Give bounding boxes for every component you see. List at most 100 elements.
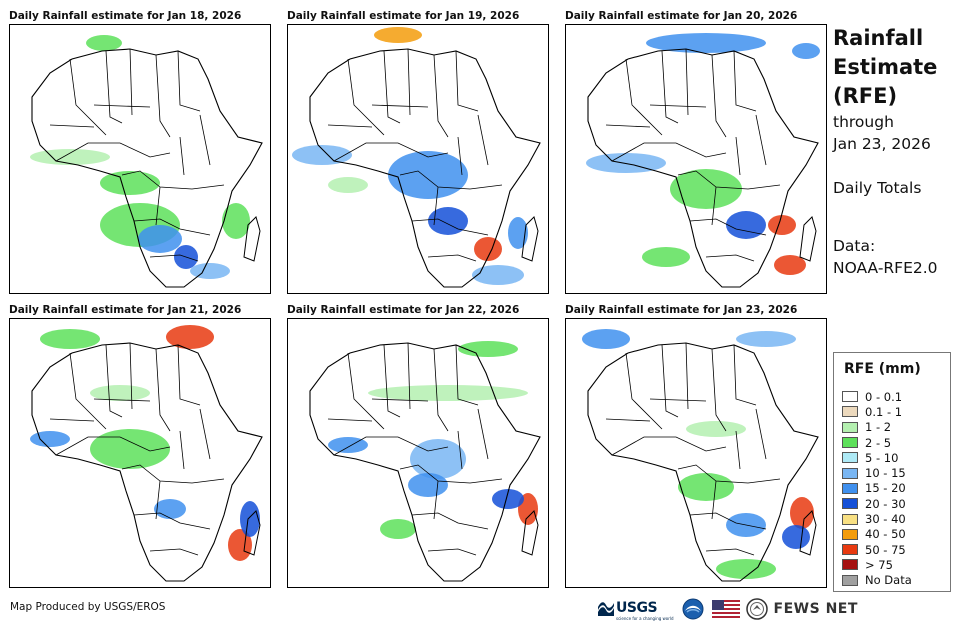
rainfall-layer	[292, 27, 528, 285]
legend-swatch	[842, 391, 858, 403]
rainfall-patch	[678, 473, 734, 501]
product-title: Rainfall Estimate (RFE) through Jan 23, …	[833, 24, 963, 279]
legend-label: 20 - 30	[865, 496, 906, 511]
country-border	[371, 398, 429, 402]
coastline	[587, 48, 819, 288]
rainfall-patch	[222, 203, 250, 239]
country-border	[411, 512, 489, 530]
map-panel-jan-18: Daily Rainfall estimate for Jan 18, 2026	[9, 8, 271, 295]
country-border	[733, 50, 757, 112]
legend-label: 2 - 5	[865, 435, 892, 450]
data-source: NOAA-RFE2.0	[833, 259, 938, 277]
usgs-wordmark: USGS	[616, 600, 658, 616]
country-border	[133, 218, 211, 236]
country-border	[457, 136, 463, 176]
rainfall-patch	[646, 33, 766, 53]
panel-title: Daily Rainfall estimate for Jan 20, 2026	[565, 10, 798, 22]
country-border	[407, 48, 411, 116]
country-border	[661, 50, 679, 124]
map-panel-jan-20: Daily Rainfall estimate for Jan 20, 2026	[565, 8, 827, 295]
state-department-seal-icon	[745, 598, 768, 620]
legend-label: > 75	[865, 557, 893, 572]
country-border	[155, 348, 171, 432]
country-border	[427, 254, 477, 262]
legend-swatch	[842, 574, 858, 586]
country-border	[149, 254, 199, 262]
legend-label: 0 - 0.1	[865, 389, 903, 404]
country-border	[155, 54, 171, 138]
rainfall-patch	[368, 385, 528, 401]
title-line: Rainfall	[833, 26, 924, 50]
legend-title: RFE (mm)	[844, 361, 921, 377]
rainfall-patch	[166, 325, 214, 349]
legend-swatch	[842, 452, 858, 464]
country-border	[383, 344, 401, 418]
country-border	[327, 418, 373, 422]
usgs-logo: USGS science for a changing world	[598, 597, 674, 621]
title-line: Estimate	[833, 55, 938, 79]
rainfall-patch	[190, 263, 230, 279]
country-border	[333, 142, 449, 162]
rainfall-map	[9, 24, 271, 294]
legend-item: 10 - 15	[842, 465, 912, 480]
country-border	[711, 54, 727, 138]
country-border	[383, 50, 401, 124]
country-border	[685, 48, 689, 116]
rainfall-patch	[240, 501, 260, 537]
country-border	[477, 114, 489, 166]
rainfall-patch	[428, 207, 468, 235]
country-border	[433, 186, 439, 226]
country-border	[705, 254, 755, 262]
country-border	[735, 136, 741, 176]
rainfall-patch	[90, 385, 150, 401]
country-border	[179, 136, 185, 176]
country-border	[477, 408, 489, 460]
panel-title: Daily Rainfall estimate for Jan 19, 2026	[287, 10, 520, 22]
legend-swatch	[842, 513, 858, 525]
africa-map	[309, 341, 541, 582]
legend-label: 30 - 40	[865, 512, 906, 527]
rainfall-patch	[792, 43, 820, 59]
map-credit: Map Produced by USGS/EROS	[10, 601, 166, 613]
madagascar-outline	[521, 510, 539, 556]
usgs-tagline: science for a changing world	[616, 616, 674, 621]
country-border	[649, 104, 707, 108]
legend-swatch	[842, 421, 858, 433]
legend-label: 0.1 - 1	[865, 404, 903, 419]
legend-item: 5 - 10	[842, 450, 912, 465]
madagascar-outline	[243, 216, 261, 262]
country-border	[333, 436, 449, 456]
country-border	[129, 342, 133, 410]
rainfall-patch	[374, 27, 422, 43]
title-line: (RFE)	[833, 84, 898, 108]
africa-map	[292, 27, 541, 288]
rainfall-patch	[472, 265, 524, 285]
legend-swatch	[842, 482, 858, 494]
rainfall-map	[287, 318, 549, 588]
country-border	[755, 408, 767, 460]
legend-swatch	[842, 559, 858, 571]
rainfall-patch	[726, 211, 766, 239]
legend-swatch	[842, 498, 858, 510]
country-border	[649, 398, 707, 402]
country-border	[689, 512, 767, 530]
noaa-logo-icon	[682, 598, 704, 620]
rainfall-layer	[30, 325, 260, 561]
country-border	[735, 430, 741, 470]
rainfall-patch	[40, 329, 100, 349]
country-border	[433, 348, 449, 432]
rainfall-patch	[492, 489, 524, 509]
africa-map	[586, 33, 820, 288]
rainfall-patch	[508, 217, 528, 249]
country-border	[371, 104, 429, 108]
rainfall-map	[9, 318, 271, 588]
country-border	[55, 436, 171, 456]
panel-title: Daily Rainfall estimate for Jan 23, 2026	[565, 304, 798, 316]
country-border	[661, 344, 679, 418]
rainfall-patch	[458, 341, 518, 357]
coastline	[31, 342, 263, 582]
legend-item: 50 - 75	[842, 542, 912, 557]
legend-label: 1 - 2	[865, 420, 892, 435]
country-border	[427, 548, 477, 556]
